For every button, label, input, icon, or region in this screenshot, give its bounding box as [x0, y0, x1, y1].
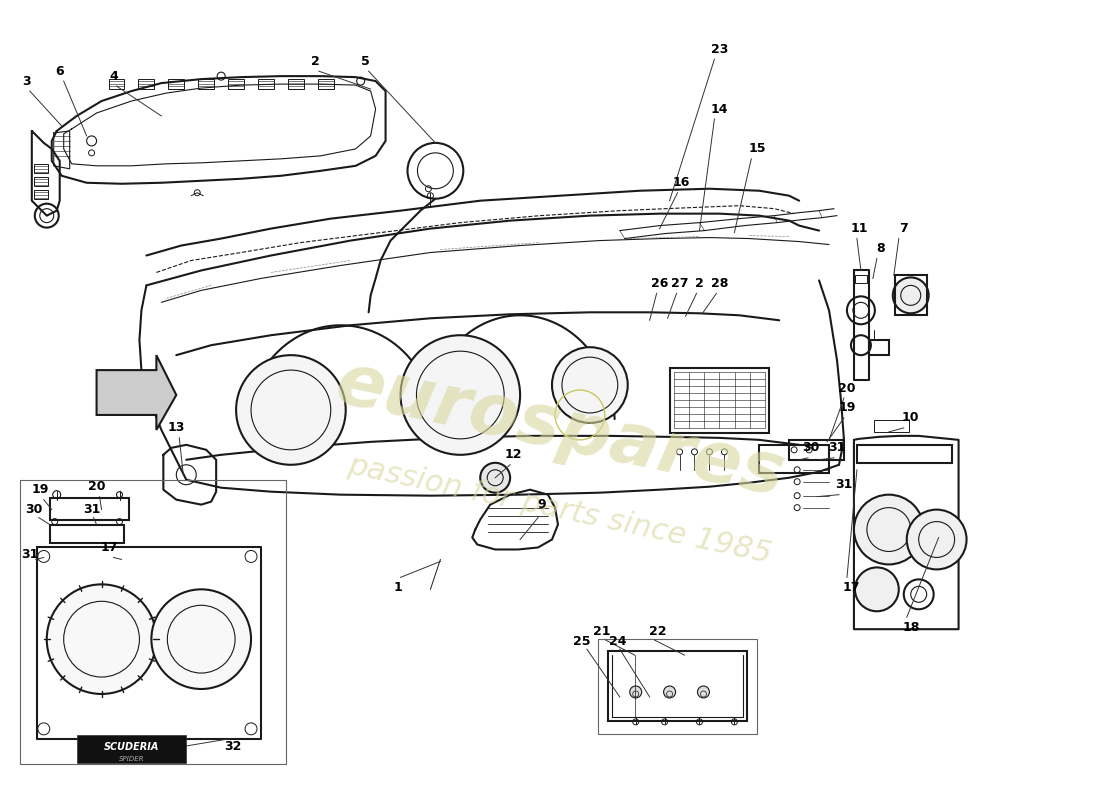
Bar: [670, 368, 769, 433]
Bar: [258, 79, 274, 89]
Text: SCUDERIA: SCUDERIA: [103, 742, 160, 752]
Text: 17: 17: [101, 541, 119, 554]
Bar: [894, 275, 926, 315]
Text: 7: 7: [900, 222, 909, 235]
Text: passion for parts since 1985: passion for parts since 1985: [345, 450, 774, 569]
Text: 2: 2: [695, 277, 704, 290]
Bar: [109, 79, 124, 89]
Text: 18: 18: [903, 621, 921, 634]
Bar: [198, 79, 214, 89]
Circle shape: [152, 590, 251, 689]
Text: 15: 15: [748, 142, 766, 155]
Polygon shape: [97, 355, 176, 430]
Bar: [759, 445, 829, 473]
Circle shape: [629, 686, 641, 698]
Text: 20: 20: [838, 382, 856, 394]
Bar: [873, 420, 909, 432]
Bar: [50, 498, 130, 519]
Text: 4: 4: [109, 70, 118, 82]
Text: 26: 26: [651, 277, 669, 290]
Text: 1: 1: [393, 581, 402, 594]
Circle shape: [893, 278, 928, 314]
Text: 31: 31: [835, 478, 852, 491]
Text: 11: 11: [850, 222, 868, 235]
Text: 23: 23: [711, 42, 728, 56]
Circle shape: [906, 510, 967, 570]
Text: 8: 8: [877, 242, 886, 255]
Text: 19: 19: [838, 402, 856, 414]
Circle shape: [400, 335, 520, 455]
Bar: [34, 164, 47, 173]
Bar: [318, 79, 333, 89]
Text: 30: 30: [802, 442, 820, 454]
Text: 9: 9: [538, 498, 547, 511]
Text: 32: 32: [224, 740, 242, 754]
Bar: [139, 79, 154, 89]
Bar: [789, 440, 844, 460]
Text: 13: 13: [167, 422, 185, 434]
Bar: [608, 651, 747, 721]
Text: 17: 17: [843, 581, 860, 594]
Text: 5: 5: [361, 54, 370, 68]
Bar: [288, 79, 304, 89]
Text: 27: 27: [671, 277, 689, 290]
Bar: [77, 735, 186, 762]
Text: 24: 24: [609, 634, 627, 648]
Bar: [168, 79, 185, 89]
Circle shape: [855, 567, 899, 611]
Text: 10: 10: [902, 411, 920, 425]
Circle shape: [47, 584, 156, 694]
Circle shape: [552, 347, 628, 423]
Circle shape: [854, 494, 924, 565]
Text: 16: 16: [673, 176, 690, 190]
Text: 19: 19: [31, 483, 48, 496]
Text: 30: 30: [25, 503, 43, 516]
Text: SPIDER: SPIDER: [119, 756, 144, 762]
Text: 22: 22: [649, 625, 667, 638]
Text: eurospares: eurospares: [329, 349, 791, 511]
Text: 14: 14: [711, 102, 728, 115]
Bar: [869, 340, 889, 355]
Text: 31: 31: [828, 442, 846, 454]
Bar: [857, 445, 952, 462]
Text: 28: 28: [711, 277, 728, 290]
Text: 2: 2: [311, 54, 320, 68]
Text: 12: 12: [505, 448, 521, 462]
Circle shape: [697, 686, 710, 698]
Bar: [855, 275, 867, 283]
Bar: [34, 177, 47, 186]
Bar: [50, 525, 124, 542]
Text: 20: 20: [88, 480, 106, 493]
Text: 31: 31: [82, 503, 100, 516]
Text: 25: 25: [573, 634, 591, 648]
Circle shape: [236, 355, 345, 465]
Text: 3: 3: [22, 74, 31, 88]
Text: 31: 31: [21, 548, 38, 561]
Text: 6: 6: [55, 65, 64, 78]
Circle shape: [663, 686, 675, 698]
Bar: [228, 79, 244, 89]
Circle shape: [481, 462, 510, 493]
Bar: [34, 190, 47, 198]
Text: 21: 21: [593, 625, 611, 638]
